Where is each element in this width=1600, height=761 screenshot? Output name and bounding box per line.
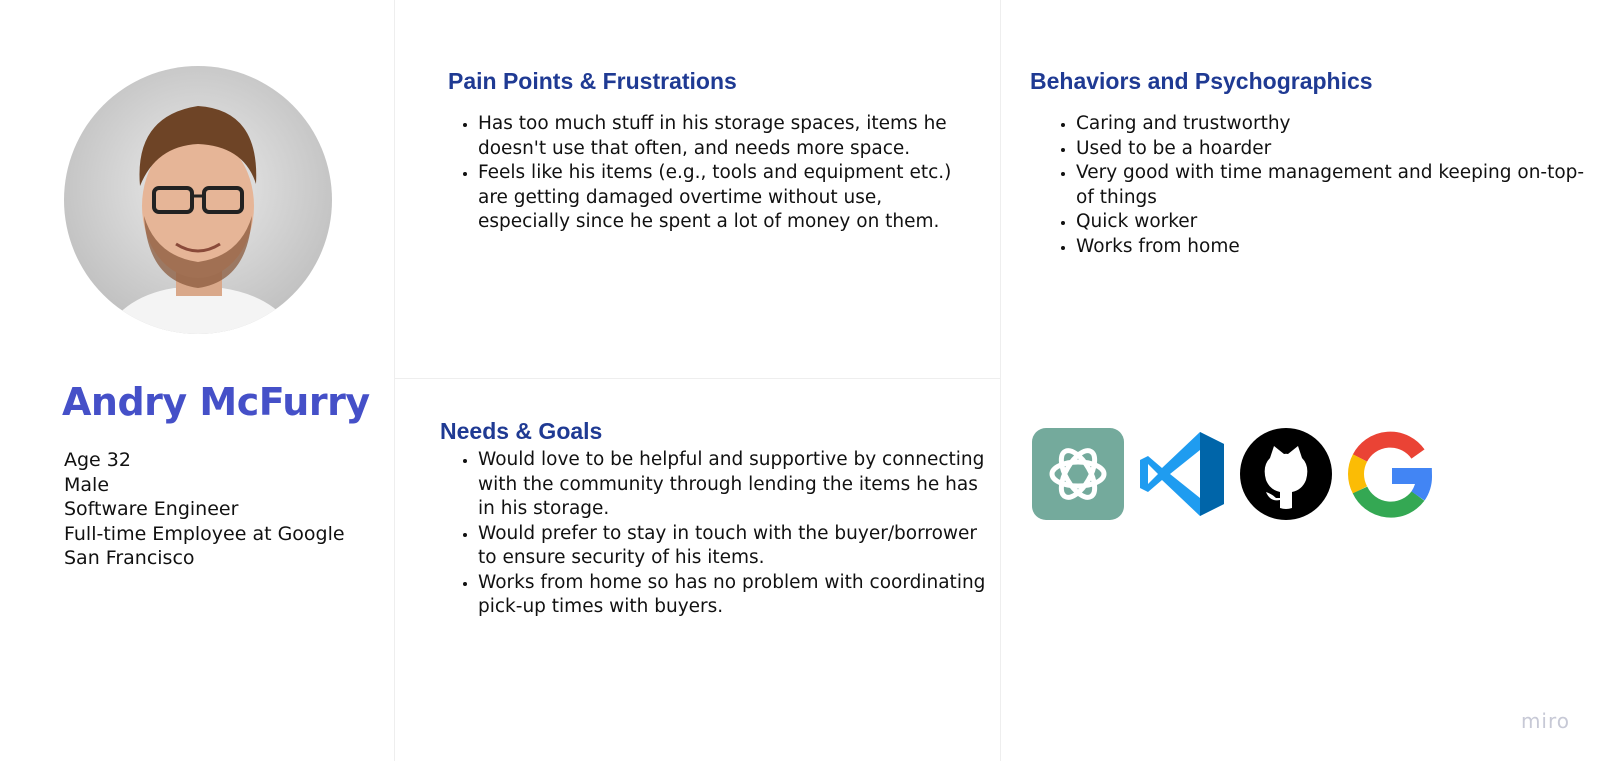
demographic-age: Age 32 [64,449,131,471]
demographic-occupation: Software Engineer [64,498,239,520]
chatgpt-logo-icon [1032,428,1124,520]
miro-brand-logo: miro [1520,709,1570,733]
behaviors-title: Behaviors and Psychographics [1030,68,1373,94]
need-goal-item: Would prefer to stay in touch with the b… [478,522,988,571]
pain-point-item: Has too much stuff in his storage spaces… [478,112,968,161]
vscode-logo-icon [1140,432,1224,516]
behavior-item: Used to be a hoarder [1076,137,1596,162]
column-divider-left [394,0,395,761]
demographic-employment: Full-time Employee at Google [64,522,345,545]
need-goal-item: Works from home so has no problem with c… [478,571,988,620]
demographic-gender: Male [64,473,110,496]
column-divider-right [1000,0,1001,761]
row-divider [394,378,1000,379]
need-goal-item: Would love to be helpful and supportive … [478,448,988,522]
needs-goals-list: Would love to be helpful and supportive … [448,448,988,620]
needs-goals-title: Needs & Goals [440,418,603,444]
persona-name: Andry McFurry [62,380,370,424]
tools-row [1032,428,1436,520]
github-logo-icon [1240,428,1332,520]
pain-points-list: Has too much stuff in his storage spaces… [448,112,968,235]
pain-points-title: Pain Points & Frustrations [448,68,737,94]
persona-avatar [64,66,332,334]
persona-demographics: Age 32 Male Software Engineer Full-time … [64,448,345,571]
pain-point-item: Feels like his items (e.g., tools and eq… [478,161,968,235]
behavior-item: Quick worker [1076,210,1596,235]
behavior-item: Very good with time management and keepi… [1076,161,1596,210]
demographic-location: San Francisco [64,547,195,569]
behavior-item: Caring and trustworthy [1076,112,1596,137]
google-logo-icon [1348,431,1432,518]
behaviors-list: Caring and trustworthy Used to be a hoar… [1046,112,1596,259]
behavior-item: Works from home [1076,235,1596,260]
